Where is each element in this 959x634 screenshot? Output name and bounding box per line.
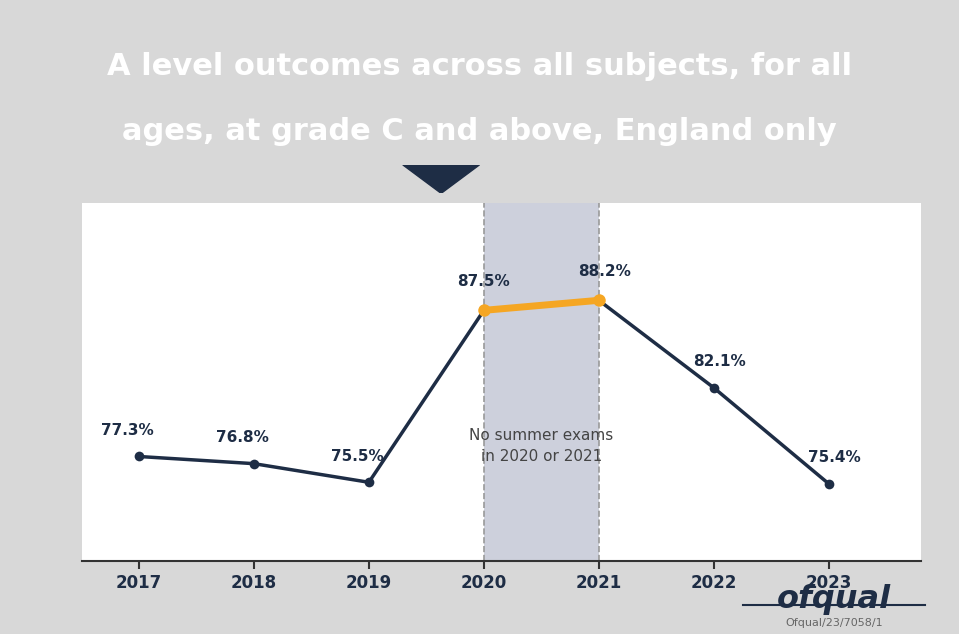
Text: 75.5%: 75.5%: [331, 449, 384, 463]
Text: 76.8%: 76.8%: [216, 430, 269, 445]
Bar: [484, 203, 598, 561]
Text: No summer exams
in 2020 or 2021: No summer exams in 2020 or 2021: [469, 429, 614, 465]
Text: 88.2%: 88.2%: [578, 264, 631, 279]
Text: ofqual: ofqual: [777, 584, 892, 614]
Text: A level outcomes across all subjects, for all: A level outcomes across all subjects, fo…: [107, 53, 852, 81]
Text: 82.1%: 82.1%: [693, 354, 746, 369]
Text: 87.5%: 87.5%: [457, 274, 510, 289]
Text: Ofqual/23/7058/1: Ofqual/23/7058/1: [785, 618, 883, 628]
Text: 75.4%: 75.4%: [808, 450, 861, 465]
Polygon shape: [403, 165, 480, 193]
Text: ages, at grade C and above, England only: ages, at grade C and above, England only: [122, 117, 837, 146]
Text: 77.3%: 77.3%: [101, 423, 153, 438]
